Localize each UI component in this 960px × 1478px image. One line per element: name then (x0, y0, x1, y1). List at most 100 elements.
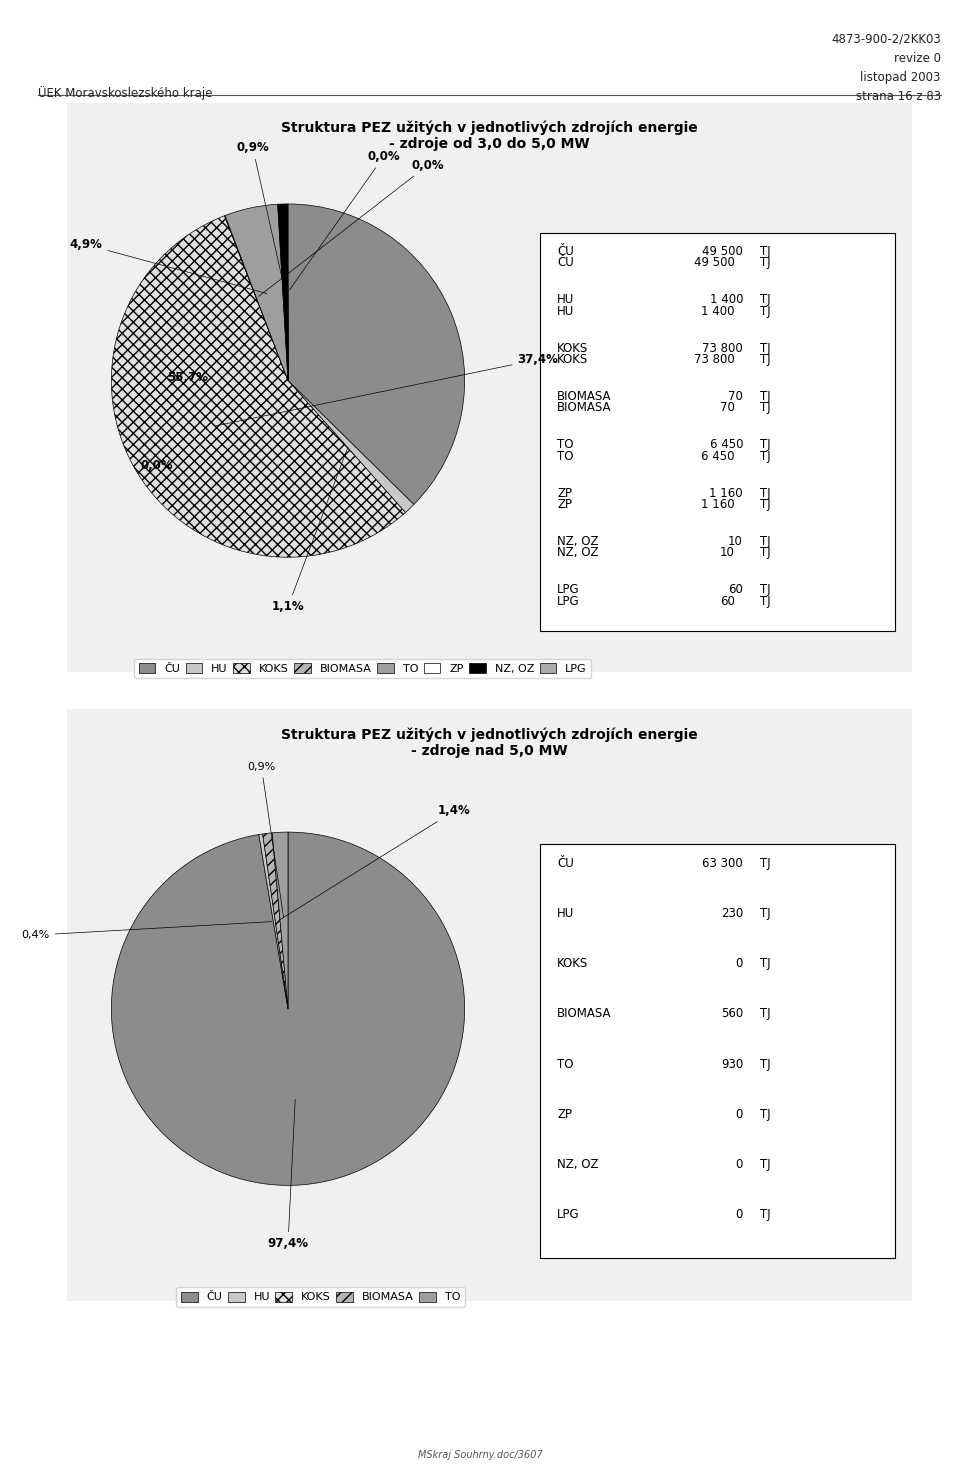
Text: TJ: TJ (760, 907, 771, 919)
Text: 1 160: 1 160 (709, 486, 743, 500)
Text: LPG: LPG (557, 594, 580, 607)
Text: 55,7%: 55,7% (167, 371, 208, 384)
Text: KOKS: KOKS (557, 341, 588, 355)
Text: TJ: TJ (760, 857, 771, 869)
Text: 0,9%: 0,9% (248, 763, 283, 918)
Wedge shape (288, 380, 414, 513)
FancyBboxPatch shape (540, 844, 895, 1258)
Text: LPG: LPG (557, 1209, 580, 1221)
Text: HU: HU (557, 907, 574, 919)
Text: 0,0%: 0,0% (140, 458, 173, 471)
Text: 930: 930 (721, 1058, 743, 1070)
Text: 70: 70 (729, 390, 743, 403)
Text: 10: 10 (729, 535, 743, 548)
Text: 60: 60 (720, 594, 734, 607)
Text: ZP: ZP (557, 1108, 572, 1120)
Text: 230: 230 (721, 907, 743, 919)
Text: 6 450: 6 450 (701, 449, 734, 463)
Text: TJ: TJ (760, 1008, 771, 1020)
Wedge shape (111, 832, 465, 1185)
Text: KOKS: KOKS (557, 353, 588, 367)
Text: TJ: TJ (760, 341, 771, 355)
Text: TJ: TJ (760, 245, 771, 257)
Text: TJ: TJ (760, 1058, 771, 1070)
Text: strana 16 z 83: strana 16 z 83 (855, 90, 941, 103)
Text: 0: 0 (735, 1209, 743, 1221)
Text: KOKS: KOKS (557, 958, 588, 970)
Text: NZ, OZ: NZ, OZ (557, 1159, 599, 1171)
Text: 1,4%: 1,4% (280, 804, 471, 919)
Text: 0,0%: 0,0% (290, 149, 400, 290)
Text: TJ: TJ (760, 1209, 771, 1221)
Text: TJ: TJ (760, 958, 771, 970)
FancyBboxPatch shape (59, 704, 921, 1307)
Wedge shape (288, 204, 465, 504)
Wedge shape (259, 834, 288, 1008)
Text: 1 400: 1 400 (701, 304, 734, 318)
Text: TJ: TJ (760, 353, 771, 367)
Text: listopad 2003: listopad 2003 (860, 71, 941, 84)
Wedge shape (263, 832, 288, 1008)
Text: TJ: TJ (760, 486, 771, 500)
Text: TJ: TJ (760, 584, 771, 597)
Wedge shape (225, 216, 288, 380)
Text: TJ: TJ (760, 594, 771, 607)
Text: ZP: ZP (557, 486, 572, 500)
Text: 1 400: 1 400 (709, 293, 743, 306)
Text: revize 0: revize 0 (894, 52, 941, 65)
Text: TJ: TJ (760, 1159, 771, 1171)
Text: TJ: TJ (760, 256, 771, 269)
Text: TJ: TJ (760, 390, 771, 403)
Text: 0,4%: 0,4% (21, 922, 272, 940)
Text: 73 800: 73 800 (703, 341, 743, 355)
Text: Struktura PEZ užitých v jednotlivých zdrojích energie
- zdroje nad 5,0 MW: Struktura PEZ užitých v jednotlivých zdr… (281, 727, 698, 758)
Text: TJ: TJ (760, 439, 771, 451)
FancyBboxPatch shape (540, 234, 895, 631)
Text: TJ: TJ (760, 449, 771, 463)
Text: TJ: TJ (760, 547, 771, 560)
Text: 4,9%: 4,9% (70, 238, 267, 294)
Text: MSkraj Souhrny.doc/3607: MSkraj Souhrny.doc/3607 (418, 1450, 542, 1460)
FancyBboxPatch shape (59, 98, 921, 678)
Text: HU: HU (557, 304, 574, 318)
Wedge shape (225, 204, 288, 380)
Text: 10: 10 (720, 547, 734, 560)
Text: TO: TO (557, 449, 574, 463)
Text: LPG: LPG (557, 584, 580, 597)
Text: TJ: TJ (760, 293, 771, 306)
Text: 0,9%: 0,9% (236, 140, 285, 290)
Text: ZP: ZP (557, 498, 572, 511)
Text: 6 450: 6 450 (709, 439, 743, 451)
Text: HU: HU (557, 293, 574, 306)
Legend: ČU, HU, KOKS, BIOMASA, TO: ČU, HU, KOKS, BIOMASA, TO (177, 1287, 465, 1307)
Text: 560: 560 (721, 1008, 743, 1020)
Text: Struktura PEZ užitých v jednotlivých zdrojích energie
- zdroje od 3,0 do 5,0 MW: Struktura PEZ užitých v jednotlivých zdr… (281, 121, 698, 151)
Wedge shape (111, 216, 405, 557)
Text: 0,0%: 0,0% (258, 158, 444, 297)
Text: 0: 0 (735, 1159, 743, 1171)
Text: 37,4%: 37,4% (215, 353, 559, 426)
Text: 1 160: 1 160 (701, 498, 734, 511)
Text: BIOMASA: BIOMASA (557, 402, 612, 414)
Text: TJ: TJ (760, 402, 771, 414)
Text: BIOMASA: BIOMASA (557, 1008, 612, 1020)
Text: 63 300: 63 300 (703, 857, 743, 869)
Text: TJ: TJ (760, 304, 771, 318)
Text: 60: 60 (729, 584, 743, 597)
Wedge shape (272, 832, 288, 1008)
Text: 4873-900-2/2KK03: 4873-900-2/2KK03 (831, 33, 941, 46)
Text: 49 500: 49 500 (702, 245, 743, 257)
Text: NZ, OZ: NZ, OZ (557, 535, 599, 548)
Text: 70: 70 (720, 402, 734, 414)
Text: TJ: TJ (760, 535, 771, 548)
Text: 0: 0 (735, 1108, 743, 1120)
Text: ČU: ČU (557, 256, 574, 269)
Text: 49 500: 49 500 (694, 256, 734, 269)
Text: 97,4%: 97,4% (268, 1100, 308, 1250)
Text: 0: 0 (735, 958, 743, 970)
Text: BIOMASA: BIOMASA (557, 390, 612, 403)
Text: ČU: ČU (557, 857, 574, 869)
Legend: ČU, HU, KOKS, BIOMASA, TO, ZP, NZ, OZ, LPG: ČU, HU, KOKS, BIOMASA, TO, ZP, NZ, OZ, L… (134, 659, 591, 678)
Text: 1,1%: 1,1% (272, 448, 348, 613)
Text: TO: TO (557, 1058, 574, 1070)
